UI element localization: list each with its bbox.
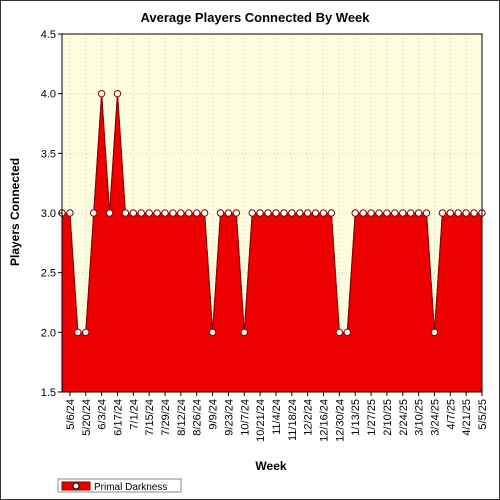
data-point bbox=[169, 209, 177, 217]
data-point bbox=[161, 209, 169, 217]
data-point bbox=[422, 209, 431, 217]
y-tick-label: 4.0 bbox=[41, 89, 56, 101]
x-tick-label: 12/30/24 bbox=[334, 399, 346, 442]
x-tick-label: 9/9/24 bbox=[208, 399, 220, 430]
legend-label: Primal Darkness bbox=[94, 482, 167, 493]
data-point bbox=[414, 209, 423, 217]
y-tick-label: 2.0 bbox=[41, 327, 56, 339]
data-point bbox=[232, 209, 241, 217]
data-point bbox=[66, 209, 74, 217]
data-point bbox=[399, 209, 407, 217]
data-point bbox=[264, 209, 272, 217]
data-point bbox=[240, 328, 248, 337]
data-point bbox=[296, 209, 304, 217]
data-point bbox=[129, 209, 138, 217]
data-point bbox=[430, 328, 439, 337]
data-point bbox=[446, 209, 455, 217]
y-tick-label: 4.5 bbox=[41, 29, 56, 41]
x-tick-label: 10/7/24 bbox=[239, 399, 251, 436]
data-point bbox=[185, 209, 193, 217]
data-point bbox=[391, 209, 399, 217]
data-point bbox=[248, 209, 256, 217]
x-tick-label: 5/20/24 bbox=[81, 399, 93, 436]
x-tick-label: 11/18/24 bbox=[287, 399, 299, 441]
x-tick-label: 2/24/25 bbox=[398, 399, 410, 436]
data-point bbox=[470, 209, 478, 217]
data-point bbox=[288, 209, 296, 217]
data-point bbox=[177, 209, 185, 217]
data-point bbox=[224, 209, 233, 217]
data-point bbox=[121, 209, 130, 217]
x-tick-label: 7/29/24 bbox=[160, 399, 172, 436]
x-tick-label: 6/3/24 bbox=[97, 399, 109, 430]
data-point bbox=[105, 209, 114, 217]
data-point bbox=[359, 209, 367, 217]
x-tick-label: 11/4/24 bbox=[271, 399, 283, 435]
data-point bbox=[137, 209, 145, 217]
x-tick-label: 9/23/24 bbox=[223, 399, 235, 436]
data-point bbox=[438, 209, 447, 217]
data-point bbox=[193, 209, 201, 217]
data-point bbox=[335, 328, 344, 337]
x-tick-label: 10/21/24 bbox=[255, 399, 267, 442]
data-point bbox=[82, 328, 90, 337]
legend: Primal Darkness bbox=[57, 478, 182, 493]
x-tick-label: 1/13/25 bbox=[350, 399, 362, 436]
y-axis-ticks: 1.5 2.0 2.5 3.0 3.5 4.0 4.5 bbox=[41, 29, 62, 399]
x-tick-label: 7/1/24 bbox=[128, 399, 140, 430]
y-tick-label: 2.5 bbox=[41, 268, 56, 280]
x-tick-label: 12/2/24 bbox=[303, 399, 315, 436]
x-tick-label: 3/24/25 bbox=[429, 399, 441, 436]
data-point bbox=[454, 209, 462, 217]
x-tick-label: 7/15/24 bbox=[144, 399, 156, 436]
y-tick-label: 3.5 bbox=[41, 148, 56, 160]
data-point bbox=[216, 209, 225, 217]
y-axis-title: Players Connected bbox=[8, 158, 22, 266]
x-tick-label: 8/26/24 bbox=[192, 399, 204, 436]
x-axis-ticks: 5/6/24 5/20/24 6/3/24 6/17/24 7/1/24 7/15/24 7… bbox=[65, 392, 489, 442]
data-point bbox=[383, 209, 391, 217]
x-tick-label: 4/7/25 bbox=[445, 399, 457, 430]
data-point bbox=[406, 209, 415, 217]
data-point bbox=[97, 89, 106, 98]
data-point bbox=[200, 209, 209, 217]
x-tick-label: 2/10/25 bbox=[382, 399, 394, 436]
legend-marker bbox=[72, 482, 80, 490]
data-point bbox=[311, 209, 320, 217]
x-tick-label: 5/6/24 bbox=[65, 399, 77, 430]
data-point bbox=[319, 209, 328, 217]
x-tick-label: 12/16/24 bbox=[319, 399, 331, 442]
data-point bbox=[367, 209, 375, 217]
y-tick-label: 3.0 bbox=[41, 208, 56, 220]
x-axis-title: Week bbox=[255, 459, 286, 473]
data-point bbox=[153, 209, 161, 217]
x-tick-label: 3/10/25 bbox=[414, 399, 426, 436]
data-point bbox=[272, 209, 280, 217]
data-point bbox=[351, 209, 359, 217]
data-point bbox=[280, 209, 288, 217]
data-point bbox=[462, 209, 470, 217]
x-tick-label: 6/17/24 bbox=[112, 399, 124, 436]
x-tick-label: 4/21/25 bbox=[461, 399, 473, 436]
data-point bbox=[303, 209, 312, 217]
data-point bbox=[256, 209, 264, 217]
x-tick-label: 5/5/25 bbox=[477, 399, 489, 430]
data-point bbox=[89, 209, 98, 217]
data-point bbox=[375, 209, 383, 217]
data-point bbox=[74, 328, 82, 337]
y-tick-label: 1.5 bbox=[41, 387, 56, 399]
chart-title: Average Players Connected By Week bbox=[140, 10, 370, 25]
x-tick-label: 1/27/25 bbox=[366, 399, 378, 436]
data-point bbox=[343, 328, 351, 337]
data-point bbox=[113, 89, 122, 98]
data-point bbox=[327, 209, 336, 217]
data-point bbox=[208, 328, 217, 337]
series-markers bbox=[58, 89, 486, 337]
x-tick-label: 8/12/24 bbox=[176, 399, 188, 436]
data-point bbox=[145, 209, 153, 217]
